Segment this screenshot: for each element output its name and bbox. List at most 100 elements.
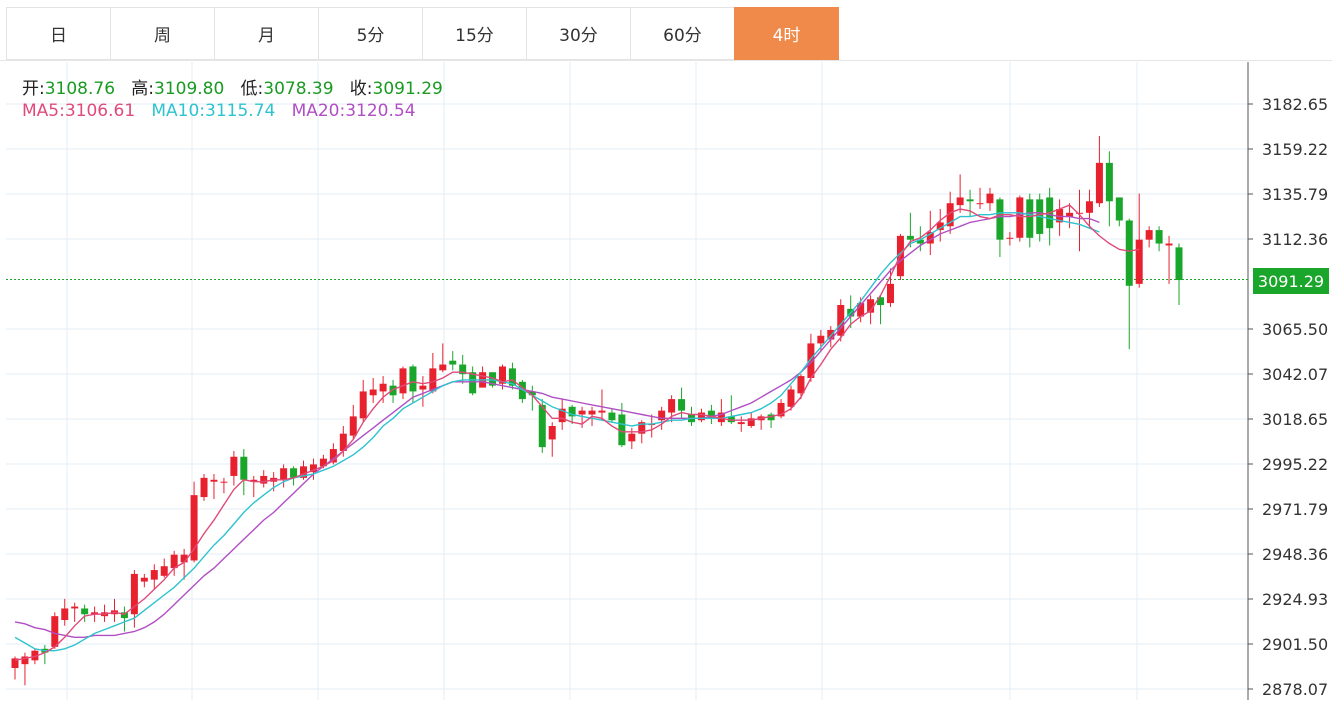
tab-week[interactable]: 周: [110, 7, 215, 60]
candle-body: [638, 422, 646, 434]
ma10-line: [14, 212, 1100, 652]
candle-body: [658, 410, 666, 421]
candle-body: [81, 608, 89, 615]
candle-body: [986, 193, 994, 204]
candle-body: [429, 368, 437, 392]
tab-divider: [0, 60, 1332, 61]
candle-body: [608, 412, 616, 421]
candle-body: [300, 466, 308, 478]
low-label: 低:: [240, 79, 264, 99]
tab-30min[interactable]: 30分: [526, 7, 631, 60]
candle-body: [280, 468, 288, 480]
candle-body: [598, 410, 606, 413]
candle-body: [976, 203, 984, 205]
candle-body: [588, 410, 596, 415]
candle-body: [1115, 197, 1123, 221]
candle-body: [717, 412, 725, 423]
candle-body: [508, 368, 516, 386]
tab-60min[interactable]: 60分: [630, 7, 735, 60]
candle-body: [1056, 208, 1064, 223]
candle-body: [250, 479, 258, 482]
candle-body: [260, 475, 268, 484]
candle-body: [230, 456, 238, 476]
y-tick-label: 3135.79: [1262, 185, 1328, 204]
candle-body: [31, 650, 39, 661]
tab-day[interactable]: 日: [6, 7, 111, 60]
open-value: 3108.76: [44, 79, 116, 99]
candle-body: [329, 449, 337, 463]
candle-body: [1095, 162, 1103, 204]
candle-body: [1006, 237, 1014, 239]
period-tabs: 日 周 月 5分 15分 30分 60分 4时: [6, 7, 839, 60]
candle-body: [240, 456, 248, 480]
candle-body: [1085, 201, 1093, 213]
ma5-label: MA5:: [22, 101, 65, 121]
candle-body: [210, 479, 218, 482]
candle-body: [1016, 197, 1024, 238]
candle-body: [1155, 230, 1163, 244]
candle-body: [578, 410, 586, 415]
candle-body: [528, 391, 536, 396]
y-tick-label: 3159.22: [1262, 140, 1328, 159]
candle-body: [489, 372, 497, 386]
tab-15min[interactable]: 15分: [422, 7, 527, 60]
candle-body: [867, 299, 875, 313]
candle-body: [1135, 239, 1143, 284]
candle-body: [21, 656, 29, 665]
candle-body: [339, 433, 347, 451]
candle-body: [787, 389, 795, 407]
ma20-value: 3120.54: [345, 101, 416, 121]
candle-body: [120, 612, 128, 619]
candle-body: [797, 376, 805, 394]
candle-body: [946, 203, 954, 227]
candle-body: [1026, 199, 1034, 238]
candle-body: [140, 577, 148, 582]
candle-body: [91, 612, 99, 615]
tab-4hour[interactable]: 4时: [734, 7, 839, 60]
candle-body: [349, 416, 357, 436]
candle-body: [678, 399, 686, 411]
candle-body: [1125, 220, 1133, 286]
ohlc-readout: 开:3108.76 高:3109.80 低:3078.39 收:3091.29: [22, 74, 443, 99]
candle-body: [369, 389, 377, 396]
candle-body: [697, 412, 705, 421]
candle-body: [916, 239, 924, 244]
ma5-line: [14, 204, 1140, 661]
candle-body: [886, 283, 894, 304]
tab-5min[interactable]: 5分: [318, 7, 423, 60]
candle-body: [319, 458, 327, 467]
candle-body: [359, 391, 367, 419]
candle-body: [1066, 212, 1074, 217]
candle-body: [956, 197, 964, 206]
candle-body: [767, 414, 775, 421]
y-tick-label: 3042.07: [1262, 365, 1328, 384]
candle-body: [11, 658, 19, 669]
candle-body: [419, 385, 427, 390]
high-label: 高:: [131, 79, 154, 99]
candle-body: [220, 481, 228, 483]
current-price-tag: 3091.29: [1253, 268, 1329, 294]
candle-body: [737, 422, 745, 425]
y-tick-label: 3018.65: [1262, 410, 1328, 429]
candle-body: [409, 366, 417, 392]
candle-body: [727, 416, 735, 423]
candle-body: [290, 468, 298, 478]
candle-body: [618, 414, 626, 446]
candle-body: [1145, 230, 1153, 240]
candle-body: [150, 570, 158, 580]
y-tick-label: 2995.22: [1262, 455, 1328, 474]
candle-body: [926, 232, 934, 244]
ma20-label: MA20:: [291, 101, 346, 121]
y-tick-label: 3065.50: [1262, 320, 1328, 339]
tab-month[interactable]: 月: [214, 7, 319, 60]
high-value: 3109.80: [154, 79, 225, 99]
candle-body: [538, 404, 546, 448]
candle-body: [548, 426, 556, 440]
candle-body: [1165, 243, 1173, 246]
candle-body: [1175, 247, 1183, 281]
candle-body: [498, 366, 506, 384]
y-tick-label: 2924.93: [1262, 590, 1328, 609]
candle-body: [1105, 162, 1113, 202]
candle-body: [160, 566, 168, 576]
